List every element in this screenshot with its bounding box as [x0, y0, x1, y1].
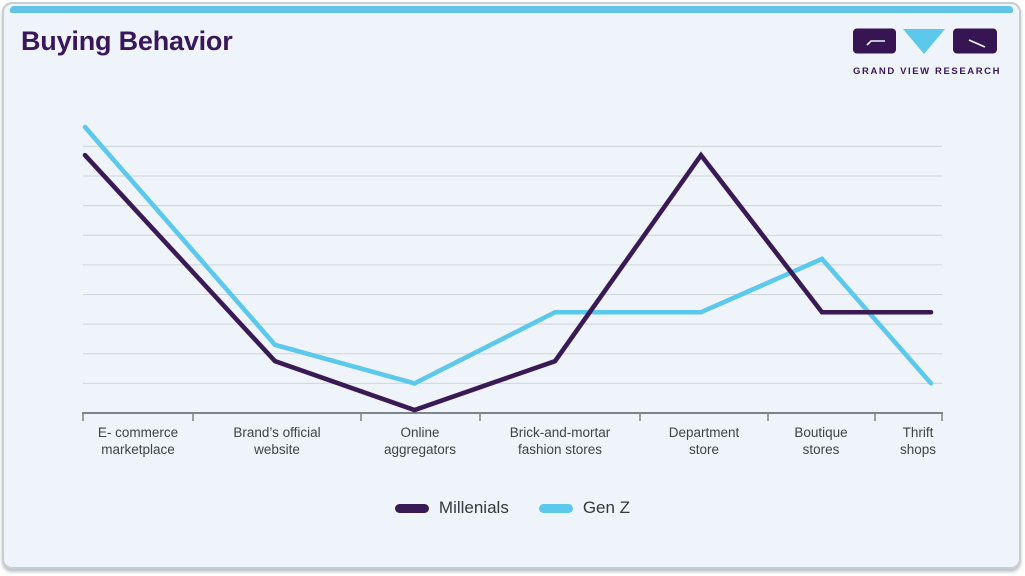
- legend-item-millenials: Millenials: [394, 498, 509, 518]
- x-axis-label: Brand’s official website: [233, 425, 321, 457]
- legend-swatch: [394, 503, 429, 513]
- x-axis-label: Brick-and-mortar fashion stores: [509, 425, 611, 457]
- x-axis-label: Department store: [668, 425, 740, 457]
- series-line-gen-z: [82, 124, 934, 386]
- gvr-logo-icon: [853, 28, 997, 54]
- logo-wordmark: GRAND VIEW RESEARCH: [853, 66, 1002, 77]
- legend-swatch: [538, 503, 573, 513]
- top-accent-bar: [10, 6, 1013, 13]
- legend-label: Millenials: [438, 498, 509, 517]
- legend-label: Gen Z: [582, 498, 631, 517]
- series-line-millenials: [82, 151, 934, 413]
- x-axis-label: Thrift shops: [899, 425, 937, 457]
- x-axis: [82, 412, 943, 421]
- chart-legend: Millenials Gen Z: [0, 498, 1025, 518]
- x-axis-label: Boutique stores: [794, 425, 848, 457]
- page-title: Buying Behavior: [21, 26, 233, 56]
- legend-item-gen-z: Gen Z: [538, 498, 631, 518]
- x-axis-label: Online aggregators: [383, 425, 457, 457]
- x-axis-label: E- commerce marketplace: [97, 425, 179, 457]
- grand-view-research-logo: GRAND VIEW RESEARCH: [853, 28, 1002, 77]
- chart-card: [2, 2, 1021, 569]
- gridlines: [83, 145, 942, 384]
